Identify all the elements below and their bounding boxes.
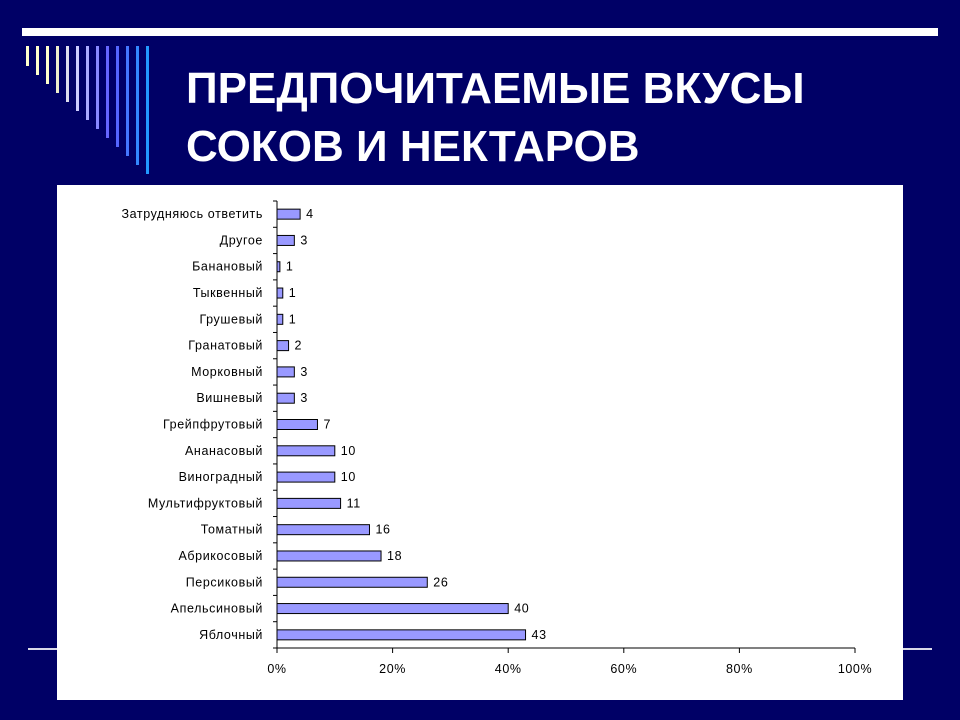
data-label: 3: [300, 233, 308, 247]
category-label: Тыквенный: [193, 286, 263, 300]
data-label: 1: [289, 312, 297, 326]
x-tick-label: 20%: [379, 662, 406, 676]
decor-stripe: [46, 46, 49, 84]
data-label: 40: [514, 602, 529, 616]
decor-stripe: [146, 46, 149, 174]
decor-stripe: [136, 46, 139, 165]
slide-title: ПРЕДПОЧИТАЕМЫЕ ВКУСЫ СОКОВ И НЕКТАРОВ: [186, 60, 906, 176]
bar: [276, 366, 295, 378]
slide-title-line-1: ПРЕДПОЧИТАЕМЫЕ ВКУСЫ: [186, 64, 805, 113]
x-tick-label: 40%: [495, 662, 522, 676]
decor-stripe: [106, 46, 109, 138]
x-tick-label: 0%: [267, 662, 286, 676]
category-label: Мультифруктовый: [148, 496, 263, 510]
decor-stripe: [96, 46, 99, 129]
category-label: Виноградный: [179, 470, 263, 484]
decor-stripe: [116, 46, 119, 147]
category-label: Апельсиновый: [171, 602, 263, 616]
data-label: 4: [306, 207, 314, 221]
decor-stripe: [56, 46, 59, 93]
category-label: Банановый: [192, 260, 263, 274]
bar: [276, 340, 290, 352]
decor-stripe: [26, 46, 29, 66]
category-label: Томатный: [201, 523, 263, 537]
bar: [276, 287, 284, 299]
top-rule: [22, 28, 938, 36]
data-label: 3: [300, 365, 308, 379]
category-label: Грейпфрутовый: [163, 418, 263, 432]
category-label: Абрикосовый: [178, 549, 263, 563]
category-label: Затрудняюсь ответить: [121, 207, 263, 221]
bar: [276, 234, 295, 246]
decor-stripe: [86, 46, 89, 120]
bar: [276, 419, 318, 430]
category-label: Персиковый: [186, 575, 263, 589]
bar: [276, 471, 336, 483]
data-label: 11: [347, 496, 361, 510]
decor-stripe: [76, 46, 79, 111]
data-label: 10: [341, 470, 356, 484]
bar: [276, 576, 428, 588]
bar: [276, 629, 527, 641]
bar: [276, 497, 342, 509]
bar: [276, 313, 284, 325]
category-label: Морковный: [191, 365, 263, 379]
decor-stripe: [66, 46, 69, 102]
data-label: 18: [387, 549, 402, 563]
bar: [276, 392, 295, 404]
data-label: 43: [532, 628, 547, 642]
bar-chart: Затрудняюсь ответить 4 Другое 3 Банановый 1 Ты…: [121, 200, 872, 676]
category-label: Ананасовый: [185, 444, 263, 458]
data-label: 16: [375, 523, 390, 537]
bar: [276, 603, 509, 615]
chart-panel: Затрудняюсь ответить 4 Другое 3 Банановый 1 Ты…: [57, 185, 903, 700]
data-label: 3: [300, 391, 308, 405]
data-label: 7: [323, 418, 331, 432]
category-label: Вишневый: [196, 391, 263, 405]
data-label: 10: [341, 444, 356, 458]
x-tick-label: 100%: [838, 662, 872, 676]
category-label: Гранатовый: [188, 339, 263, 353]
x-tick-label: 60%: [610, 662, 637, 676]
bar: [276, 550, 382, 562]
bar: [276, 208, 301, 220]
decorative-stripes: [26, 46, 149, 174]
data-label: 1: [289, 286, 297, 300]
category-label: Другое: [220, 233, 263, 247]
data-label: 2: [295, 339, 303, 353]
slide-title-line-2: СОКОВ И НЕКТАРОВ: [186, 122, 640, 171]
x-tick-label: 80%: [726, 662, 753, 676]
category-label: Грушевый: [199, 312, 263, 326]
decor-stripe: [36, 46, 39, 75]
decor-stripe: [126, 46, 129, 156]
bar: [276, 524, 370, 536]
category-label: Яблочный: [199, 628, 263, 642]
data-label: 1: [286, 260, 294, 274]
data-label: 26: [433, 575, 448, 589]
bar: [276, 445, 336, 457]
